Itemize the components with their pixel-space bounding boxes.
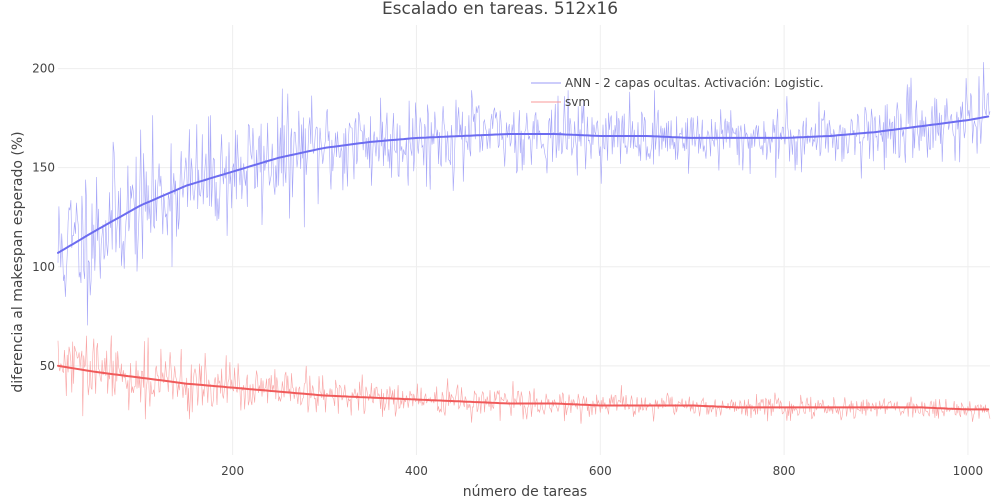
series-line-ann-trend (57, 115, 990, 254)
x-tick-label: 400 (405, 464, 428, 478)
series-layer (57, 62, 991, 424)
legend-label-ann: ANN - 2 capas ocultas. Activación: Logis… (565, 76, 824, 90)
axis-layer: 200 400 600 800 1000 50 100 150 200 (32, 62, 983, 478)
x-axis-title: número de tareas (463, 484, 587, 500)
grid-layer (58, 25, 990, 455)
y-tick-label: 200 (32, 62, 55, 76)
y-axis-title: diferencia al makespan esperado (%) (10, 131, 26, 392)
legend-item-ann[interactable]: ANN - 2 capas ocultas. Activación: Logis… (531, 76, 824, 90)
series-line-ann-raw (57, 62, 991, 326)
chart-title: Escalado en tareas. 512x16 (382, 0, 618, 19)
x-tick-label: 1000 (953, 464, 984, 478)
y-tick-label: 100 (32, 260, 55, 274)
series-line-svm-trend (57, 364, 990, 411)
x-tick-label: 600 (589, 464, 612, 478)
legend-item-svm[interactable]: svm (531, 95, 590, 109)
y-tick-label: 150 (32, 161, 55, 175)
legend[interactable]: ANN - 2 capas ocultas. Activación: Logis… (531, 76, 824, 109)
y-tick-label: 50 (40, 359, 55, 373)
series-line-svm-raw (57, 335, 991, 424)
x-tick-label: 800 (773, 464, 796, 478)
legend-label-svm: svm (565, 95, 590, 109)
x-tick-label: 200 (221, 464, 244, 478)
